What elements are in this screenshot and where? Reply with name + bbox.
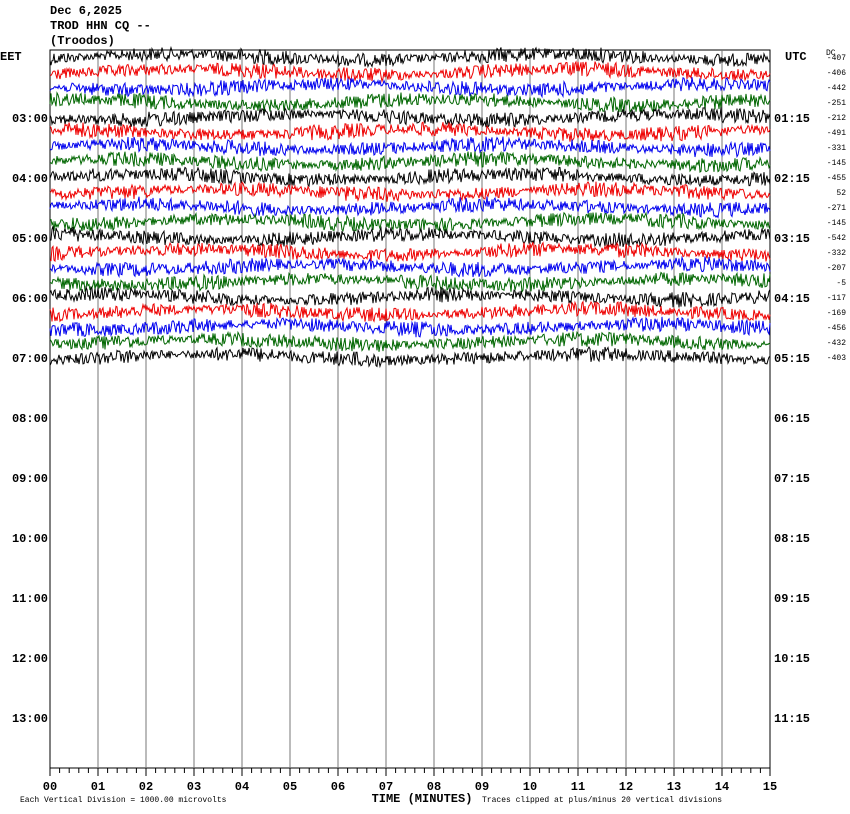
station: TROD HHN CQ -- (50, 19, 151, 33)
left-hour-label: 05:00 (12, 232, 48, 246)
seismic-trace (49, 316, 771, 338)
seismic-trace (49, 226, 771, 248)
x-tick-label: 14 (715, 780, 729, 794)
dc-offset: -406 (827, 69, 846, 78)
seismic-trace (49, 91, 771, 115)
right-hour-label: 02:15 (774, 172, 810, 186)
scale-note: Each Vertical Division = 1000.00 microvo… (20, 796, 227, 805)
left-axis-title: EET (0, 50, 22, 64)
seismic-trace (49, 330, 771, 352)
date: Dec 6,2025 (50, 4, 122, 18)
location: (Troodos) (50, 34, 115, 48)
seismic-trace (49, 150, 771, 173)
x-tick-label: 00 (43, 780, 57, 794)
right-axis-title: UTC (785, 50, 807, 64)
seismic-trace (49, 166, 771, 188)
right-hour-label: 05:15 (774, 352, 810, 366)
x-tick-label: 04 (235, 780, 249, 794)
dc-offset: -407 (827, 54, 846, 63)
x-tick-label: 01 (91, 780, 105, 794)
seismic-trace (49, 121, 771, 143)
plot-frame (49, 49, 771, 769)
left-hour-label: 03:00 (12, 112, 48, 126)
x-tick-label: 07 (379, 780, 393, 794)
right-hour-label: 10:15 (774, 652, 810, 666)
dc-offset: -442 (827, 84, 846, 93)
right-hour-label: 06:15 (774, 412, 810, 426)
seismic-trace (50, 60, 771, 84)
left-hour-label: 11:00 (12, 592, 48, 606)
clip-note: Traces clipped at plus/minus 20 vertical… (482, 796, 722, 805)
x-tick-label: 15 (763, 780, 777, 794)
seismic-trace (49, 106, 771, 128)
x-tick-label: 08 (427, 780, 441, 794)
seismic-trace (49, 180, 771, 203)
left-hour-label: 06:00 (12, 292, 48, 306)
dc-offset: -491 (827, 129, 846, 138)
seismic-trace (49, 271, 771, 294)
dc-offset: -5 (836, 279, 846, 288)
right-hour-label: 04:15 (774, 292, 810, 306)
seismic-trace (49, 45, 771, 69)
left-hour-label: 13:00 (12, 712, 48, 726)
x-tick-label: 06 (331, 780, 345, 794)
x-tick-label: 13 (667, 780, 681, 794)
right-hour-label: 09:15 (774, 592, 810, 606)
seismic-trace (49, 255, 771, 279)
x-axis-title: TIME (MINUTES) (372, 792, 473, 806)
seismic-trace (49, 300, 771, 323)
seismic-trace (49, 77, 771, 99)
seismic-trace (49, 211, 771, 233)
dc-offset: -271 (827, 204, 846, 213)
dc-offset: -169 (827, 309, 846, 318)
dc-offset: -251 (827, 99, 846, 108)
right-hour-label: 11:15 (774, 712, 810, 726)
x-tick-label: 03 (187, 780, 201, 794)
x-tick-label: 12 (619, 780, 633, 794)
dc-offset: -542 (827, 234, 846, 243)
left-hour-label: 12:00 (12, 652, 48, 666)
dc-offset: -331 (827, 144, 846, 153)
dc-offset: -332 (827, 249, 846, 258)
dc-offset: -117 (827, 294, 846, 303)
left-hour-label: 09:00 (12, 472, 48, 486)
right-hour-label: 07:15 (774, 472, 810, 486)
x-tick-label: 10 (523, 780, 537, 794)
dc-offset: 52 (836, 189, 846, 198)
dc-offset: -455 (827, 174, 846, 183)
dc-offset: -207 (827, 264, 846, 273)
left-hour-label: 07:00 (12, 352, 48, 366)
right-hour-label: 03:15 (774, 232, 810, 246)
seismic-trace (49, 285, 771, 308)
left-hour-label: 04:00 (12, 172, 48, 186)
x-tick-label: 11 (571, 780, 585, 794)
left-hour-label: 10:00 (12, 532, 48, 546)
x-tick-label: 05 (283, 780, 297, 794)
right-hour-label: 08:15 (774, 532, 810, 546)
dc-offset: -456 (827, 324, 846, 333)
dc-title: DC (826, 49, 836, 58)
seismic-trace (49, 136, 771, 159)
dc-offset: -145 (827, 219, 846, 228)
seismic-trace (49, 196, 771, 219)
dc-offset: -432 (827, 339, 846, 348)
seismic-trace (49, 241, 771, 263)
dc-offset: -212 (827, 114, 846, 123)
x-tick-label: 09 (475, 780, 489, 794)
seismic-trace (49, 345, 771, 369)
dc-offset: -403 (827, 354, 846, 363)
right-hour-label: 01:15 (774, 112, 810, 126)
x-tick-label: 02 (139, 780, 153, 794)
left-hour-label: 08:00 (12, 412, 48, 426)
dc-offset: -145 (827, 159, 846, 168)
